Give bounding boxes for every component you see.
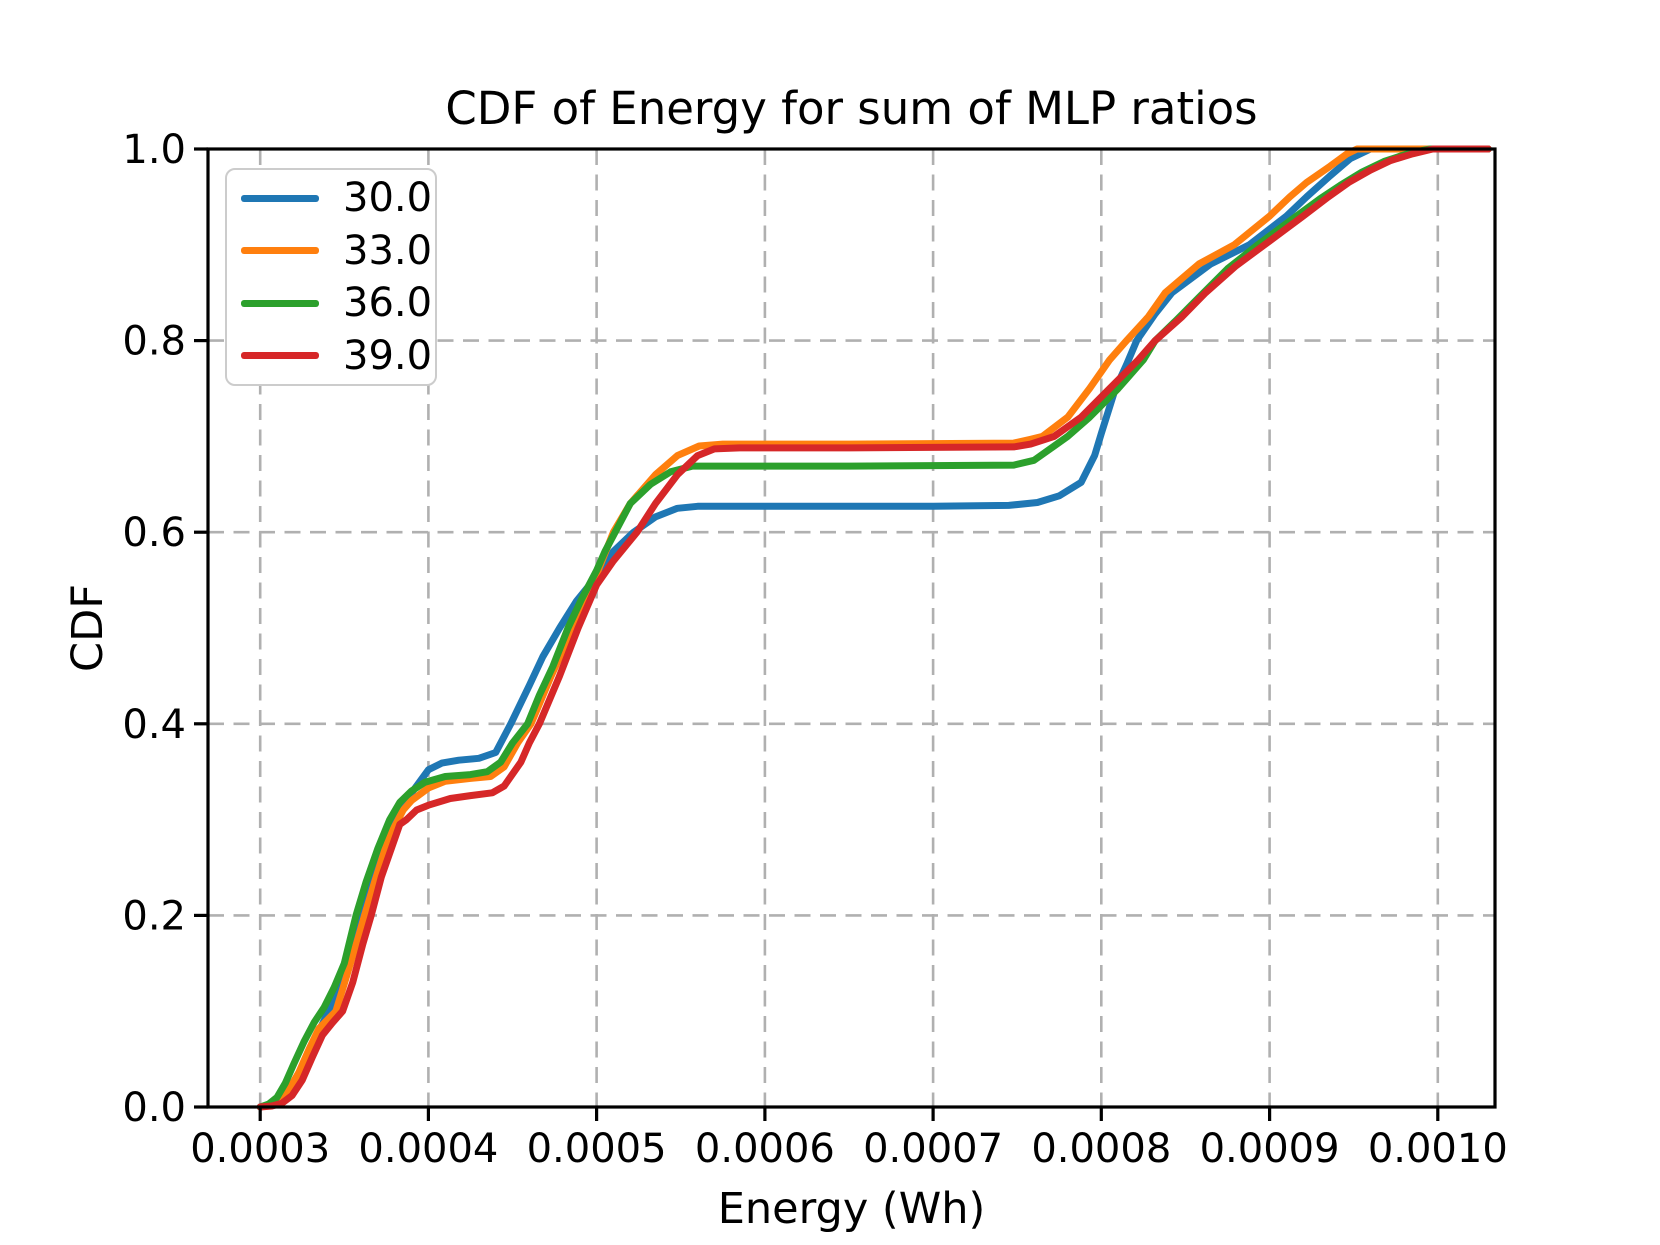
legend-item-39: 39.0 bbox=[227, 330, 435, 383]
cdf-curve-33.0 bbox=[256, 145, 1492, 1111]
y-tick-label-0.0: 0.0 bbox=[122, 1085, 186, 1131]
x-tick-label-0.0006: 0.0006 bbox=[695, 1126, 835, 1172]
legend-item-30: 30.0 bbox=[227, 172, 435, 225]
chart-title: CDF of Energy for sum of MLP ratios bbox=[445, 82, 1258, 135]
x-tick-label-0.0009: 0.0009 bbox=[1200, 1126, 1340, 1172]
axes-spines bbox=[206, 147, 1497, 1109]
y-tick-label-1.0: 1.0 bbox=[122, 127, 186, 173]
y-tick-label-0.8: 0.8 bbox=[122, 319, 186, 365]
legend-label: 30.0 bbox=[343, 175, 433, 222]
x-axis-label: Energy (Wh) bbox=[717, 1184, 986, 1234]
legend-line-swatch-orange bbox=[241, 247, 319, 255]
legend: 30.0 33.0 36.0 39.0 bbox=[225, 168, 437, 386]
cdf-curve-30.0 bbox=[256, 145, 1492, 1111]
y-tick-label-0.2: 0.2 bbox=[122, 893, 186, 939]
cdf-curve-36.0 bbox=[256, 145, 1492, 1111]
y-tick-label-0.4: 0.4 bbox=[122, 702, 186, 748]
legend-label: 33.0 bbox=[343, 227, 433, 274]
x-tick-label-0.0007: 0.0007 bbox=[863, 1126, 1003, 1172]
legend-label: 39.0 bbox=[343, 332, 433, 379]
legend-item-36: 36.0 bbox=[227, 277, 435, 330]
x-tick-label-0.0005: 0.0005 bbox=[527, 1126, 667, 1172]
legend-line-swatch-green bbox=[241, 299, 319, 307]
legend-label: 36.0 bbox=[343, 280, 433, 327]
y-tick-label-0.6: 0.6 bbox=[122, 510, 186, 556]
axes-layer: 0.0003 0.0004 0.0005 0.0006 0.0007 0.0008 0.00… bbox=[122, 127, 1507, 1172]
x-tick-label-0.0004: 0.0004 bbox=[358, 1126, 498, 1172]
legend-line-swatch-red bbox=[241, 352, 319, 360]
legend-item-33: 33.0 bbox=[227, 225, 435, 278]
x-tick-label-0.0010: 0.0010 bbox=[1368, 1126, 1508, 1172]
x-tick-label-0.0008: 0.0008 bbox=[1031, 1126, 1171, 1172]
legend-line-swatch-blue bbox=[241, 194, 319, 202]
cdf-curve-39.0 bbox=[256, 145, 1492, 1111]
curves-layer bbox=[256, 145, 1492, 1111]
y-axis-label: CDF bbox=[63, 584, 113, 672]
x-tick-label-0.0003: 0.0003 bbox=[190, 1126, 330, 1172]
